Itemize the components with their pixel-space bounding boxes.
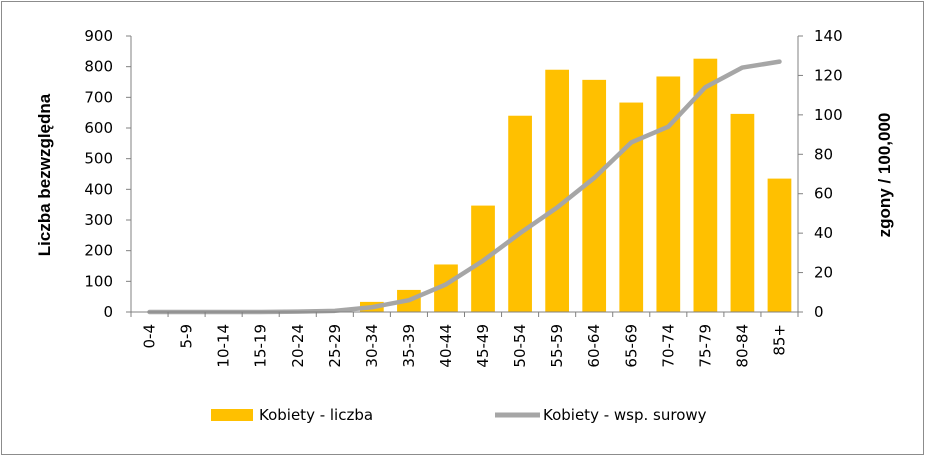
- line-series-wsp-surowy: [147, 59, 782, 315]
- x-tick-label-65-69: 65-69: [622, 324, 640, 368]
- legend-label-line: Kobiety - wsp. surowy: [543, 406, 707, 424]
- y-left-tick-label: 600: [84, 119, 113, 137]
- y-right-tick-label: 60: [814, 185, 833, 203]
- y-right-axis-title: zgony / 100,000: [875, 113, 894, 238]
- bar-80-84: [730, 113, 755, 312]
- x-tick-label-85+: 85+: [770, 324, 788, 356]
- x-tick-label-0-4: 0-4: [141, 324, 159, 349]
- bar-70-74: [656, 76, 681, 312]
- y-right-tick-label: 20: [814, 264, 833, 282]
- y-right-tick-label: 140: [814, 27, 843, 45]
- y-right-tick-label: 80: [814, 145, 833, 163]
- y-left-tick-label: 800: [84, 58, 113, 76]
- x-tick-label-35-39: 35-39: [400, 324, 418, 368]
- x-tick-label-15-19: 15-19: [252, 324, 270, 368]
- bar-55-59: [545, 69, 569, 312]
- y-left-tick-label: 500: [84, 150, 113, 168]
- ticks-layer: 0 100 200 300 400 500 600 700 800 900 0 20 40 60 80 100…: [84, 27, 842, 368]
- y-left-tick-label: 0: [103, 303, 113, 321]
- x-tick-label-30-34: 30-34: [363, 324, 381, 368]
- legend: Kobiety - liczba Kobiety - wsp. surowy: [211, 406, 707, 424]
- bar-65-69: [619, 102, 644, 312]
- x-tick-label-60-64: 60-64: [585, 324, 603, 368]
- y-left-axis-title: Liczba bezwzględna: [35, 93, 54, 256]
- x-tick-label-70-74: 70-74: [659, 324, 677, 368]
- y-right-tick-label: 0: [814, 303, 824, 321]
- bar-60-64: [582, 79, 607, 312]
- y-left-tick-label: 900: [84, 27, 113, 45]
- x-tick-label-55-59: 55-59: [548, 324, 566, 368]
- x-tick-label-80-84: 80-84: [733, 324, 751, 368]
- bar-40-44: [434, 264, 458, 312]
- x-tick-label-45-49: 45-49: [474, 324, 492, 368]
- y-left-tick-label: 100: [84, 272, 113, 290]
- y-left-tick-label: 400: [84, 180, 113, 198]
- y-right-tick-label: 100: [814, 106, 843, 124]
- y-left-tick-label: 700: [84, 88, 113, 106]
- x-tick-label-50-54: 50-54: [511, 324, 529, 368]
- y-left-tick-label: 200: [84, 242, 113, 260]
- y-right-tick-label: 120: [814, 66, 843, 84]
- y-left-tick-label: 300: [84, 211, 113, 229]
- x-tick-label-40-44: 40-44: [437, 324, 455, 368]
- x-tick-label-20-24: 20-24: [289, 324, 307, 368]
- bar-50-54: [508, 115, 532, 312]
- bars-layer: [360, 58, 792, 312]
- x-tick-label-75-79: 75-79: [696, 324, 714, 368]
- legend-swatch-bar: [211, 409, 253, 421]
- x-tick-label-25-29: 25-29: [326, 324, 344, 368]
- x-tick-label-10-14: 10-14: [215, 324, 233, 368]
- bar-75-79: [693, 58, 718, 312]
- y-right-tick-label: 40: [814, 224, 833, 242]
- x-tick-label-5-9: 5-9: [178, 324, 196, 349]
- line-layer: [147, 59, 782, 315]
- legend-label-bar: Kobiety - liczba: [259, 406, 373, 424]
- bar-85+: [767, 178, 792, 312]
